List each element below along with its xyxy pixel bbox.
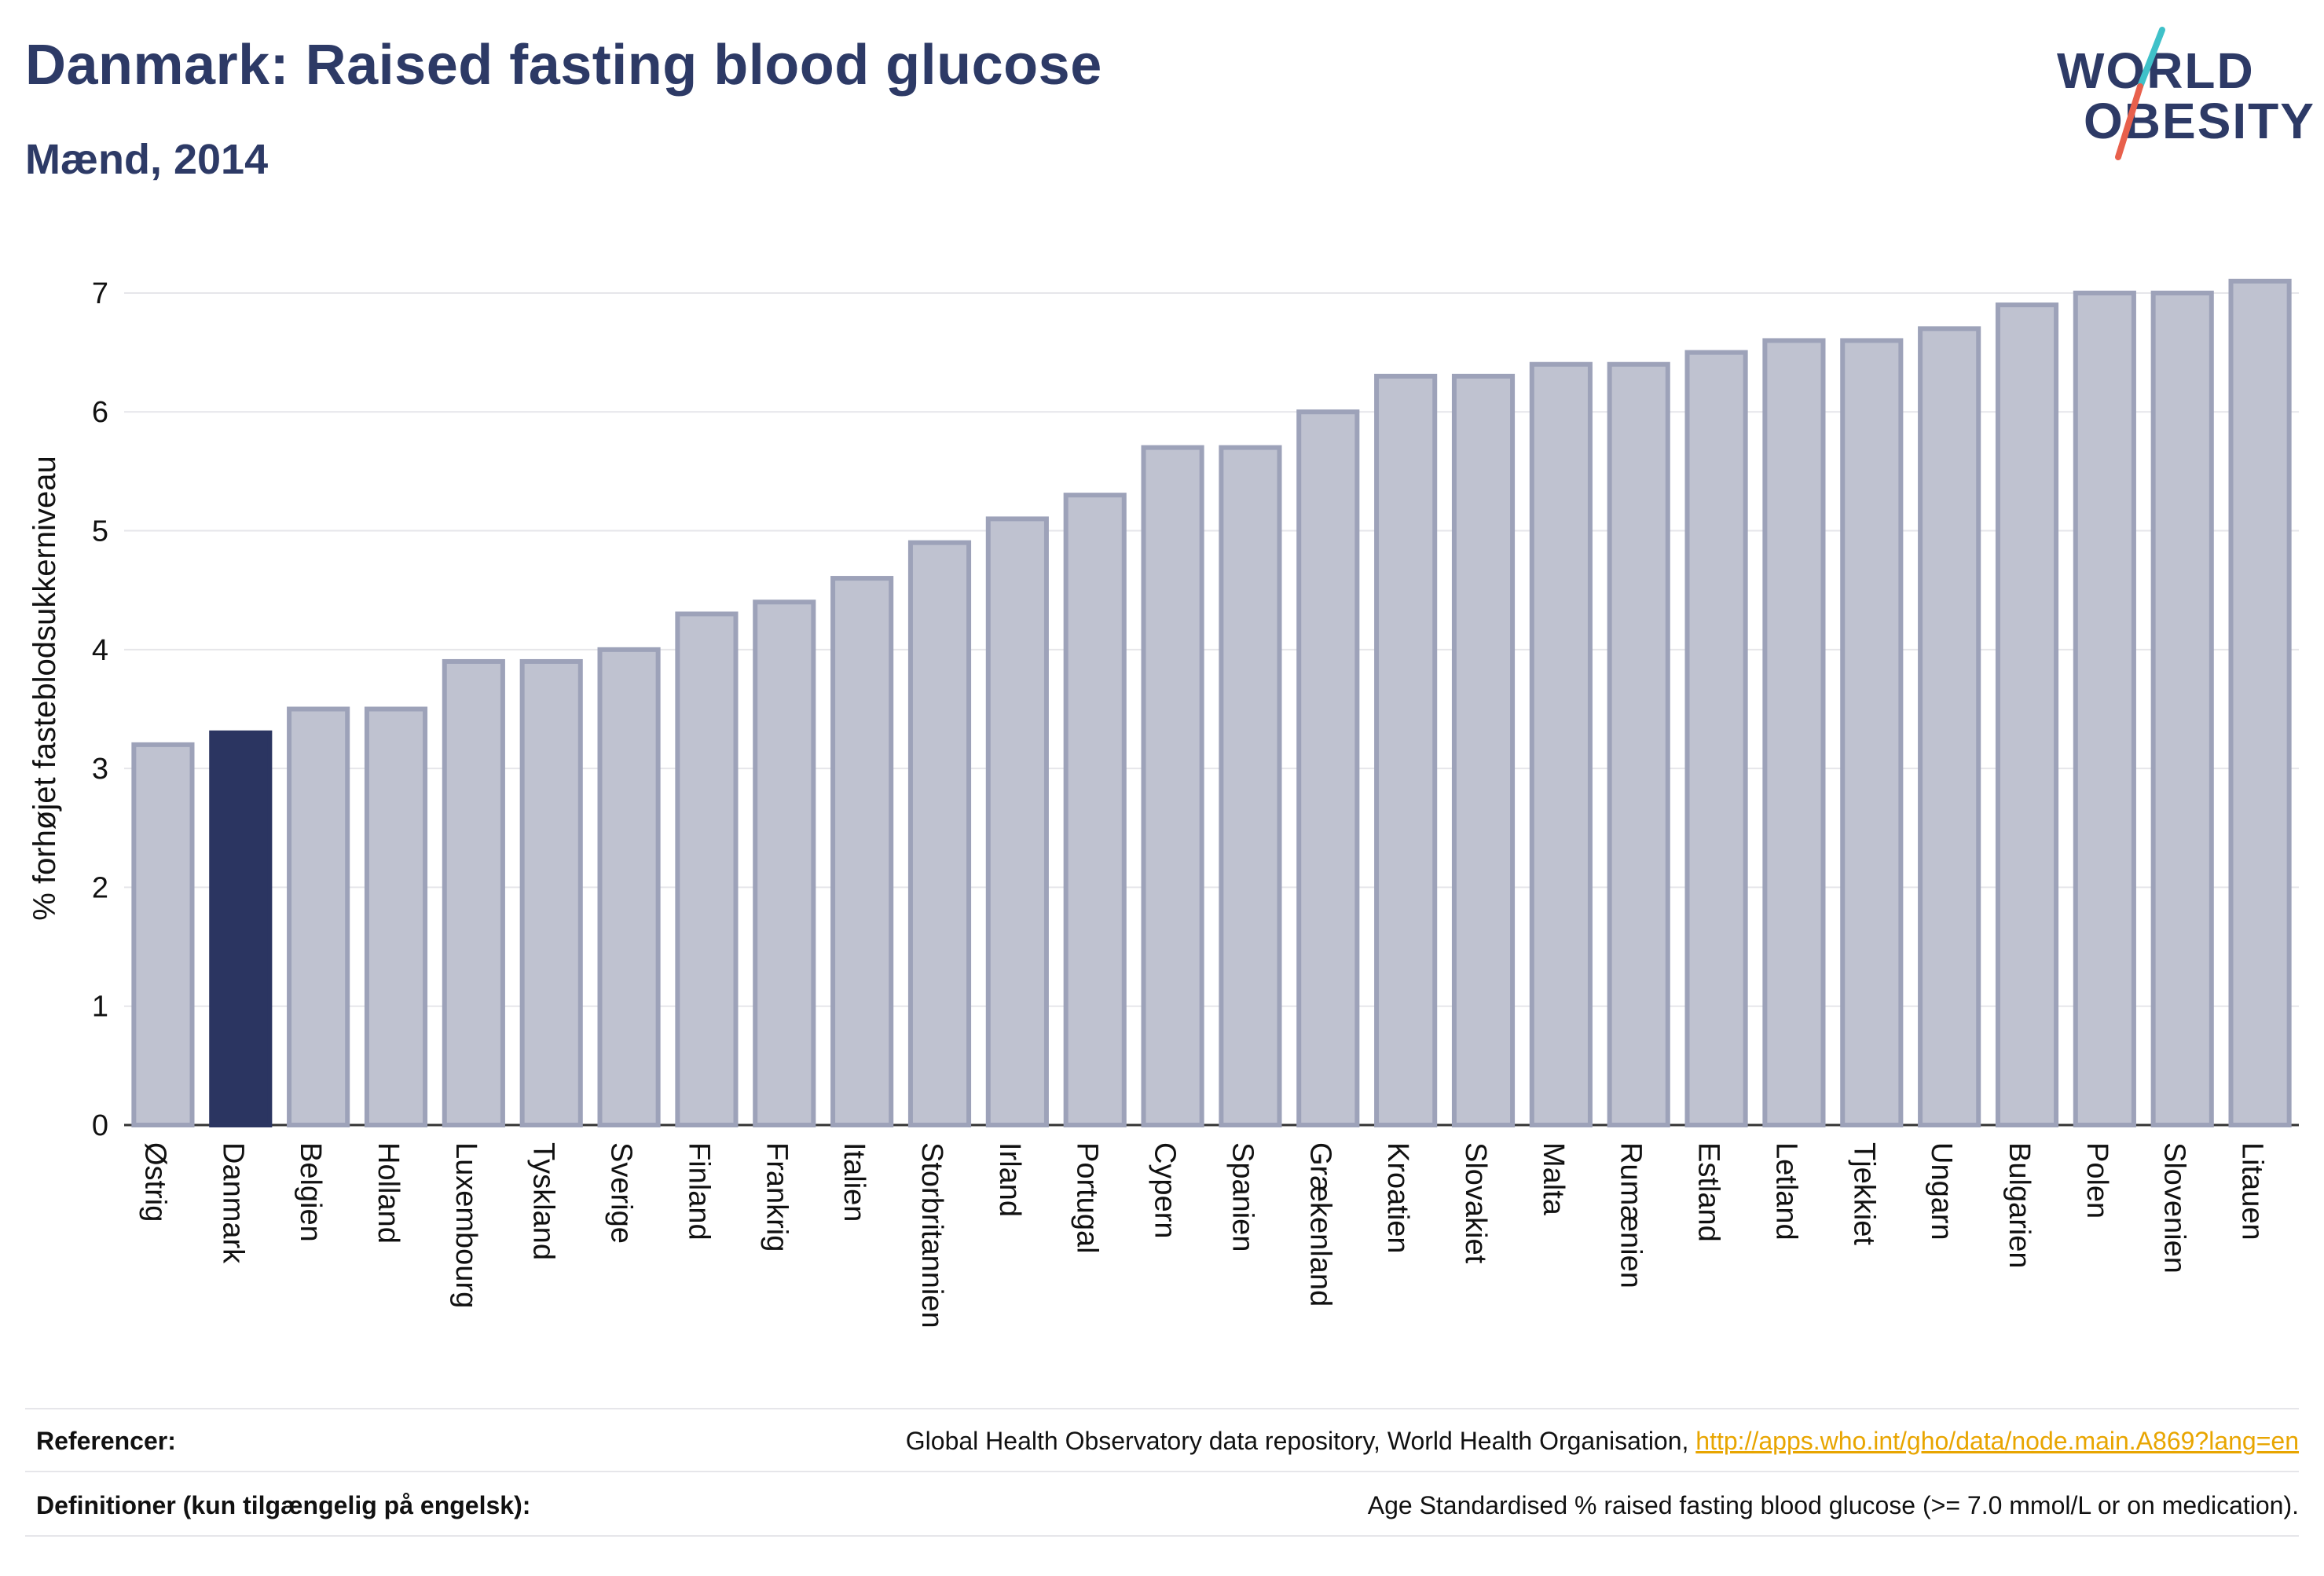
- bar-polen: [2073, 290, 2136, 1127]
- x-tick-label: Østrig: [138, 1142, 171, 1222]
- footer-divider-bottom: [25, 1535, 2299, 1537]
- bar-holland: [364, 706, 428, 1127]
- x-tick-label: Storbritannien: [915, 1142, 948, 1329]
- definitions-value: Age Standardised % raised fasting blood …: [1367, 1491, 2299, 1519]
- x-tick-label: Rumænien: [1615, 1142, 1648, 1288]
- x-tick-label: Danmark: [216, 1142, 249, 1264]
- bar-slovenien: [2150, 290, 2214, 1127]
- x-tick-label: Letland: [1769, 1142, 1802, 1241]
- bar-litauen: [2228, 278, 2292, 1127]
- y-tick-label: 7: [92, 277, 108, 310]
- bar-finland: [675, 611, 739, 1127]
- logo-slash-icon: [2115, 27, 2165, 160]
- bar-rumænien: [1607, 361, 1670, 1127]
- y-tick-label: 0: [92, 1109, 108, 1142]
- y-tick-label: 6: [92, 396, 108, 429]
- y-axis-ticks: 0 1 2 3 4 5 6 7: [92, 277, 108, 1142]
- x-tick-label: Sverige: [605, 1142, 638, 1244]
- definitions-label: Definitioner (kun tilgængelig på engelsk…: [36, 1491, 531, 1519]
- x-tick-label: Tyskland: [527, 1142, 560, 1260]
- bar-frankrig: [753, 599, 816, 1127]
- x-tick-label: Litauen: [2236, 1142, 2269, 1241]
- bar-bulgarien: [1995, 302, 2059, 1127]
- bar-grækenland: [1296, 409, 1360, 1127]
- bars: [131, 278, 2292, 1128]
- x-axis-ticks: Østrig Danmark Belgien Holland Luxembourg Tys…: [138, 1142, 2268, 1329]
- x-tick-label: Finland: [682, 1142, 715, 1241]
- chart-title: Danmark: Raised fasting blood glucose: [25, 34, 1102, 97]
- y-tick-label: 5: [92, 515, 108, 548]
- x-tick-label: Estland: [1692, 1142, 1725, 1242]
- x-tick-label: Belgien: [294, 1142, 327, 1242]
- x-tick-label: Spanien: [1226, 1142, 1259, 1252]
- references-link[interactable]: http://apps.who.int/gho/data/node.main.A…: [1695, 1427, 2299, 1455]
- bar-portugal: [1063, 493, 1127, 1127]
- bar-letland: [1762, 338, 1826, 1128]
- x-tick-label: Tjekkiet: [1847, 1142, 1880, 1245]
- bar-tjekkiet: [1840, 338, 1904, 1128]
- x-tick-label: Irland: [993, 1142, 1026, 1217]
- logo-slash-top: [2137, 27, 2165, 90]
- bar-kroatien: [1374, 373, 1438, 1128]
- references-value: Global Health Observatory data repositor…: [906, 1427, 2299, 1456]
- x-tick-label: Portugal: [1071, 1142, 1104, 1254]
- bar-ungarn: [1918, 326, 1981, 1127]
- bar-østrig: [131, 742, 195, 1127]
- bar-tyskland: [519, 658, 583, 1127]
- y-tick-label: 3: [92, 753, 108, 786]
- y-tick-label: 2: [92, 871, 108, 904]
- y-tick-label: 4: [92, 634, 108, 667]
- x-tick-label: Malta: [1537, 1142, 1570, 1216]
- bar-irland: [985, 516, 1049, 1127]
- world-obesity-logo: WORLD OBESITY: [2043, 24, 2314, 165]
- x-tick-label: Ungarn: [1925, 1142, 1958, 1241]
- bar-chart: 0 1 2 3 4 5 6 7 Østrig Danmark Belgien Holland Luxe…: [27, 277, 2299, 1329]
- bar-danmark: [209, 730, 273, 1127]
- x-tick-label: Slovakiet: [1459, 1142, 1492, 1264]
- bar-italien: [830, 576, 894, 1127]
- references-text: Global Health Observatory data repositor…: [905, 1427, 1696, 1455]
- bar-storbritannien: [907, 540, 972, 1127]
- x-tick-label: Grækenland: [1303, 1142, 1336, 1307]
- logo-slash-bottom: [2115, 83, 2143, 160]
- x-tick-label: Holland: [372, 1142, 405, 1244]
- x-tick-label: Luxembourg: [449, 1142, 482, 1308]
- footer-divider-top: [25, 1408, 2299, 1409]
- x-tick-label: Frankrig: [760, 1142, 793, 1252]
- bar-estland: [1684, 350, 1748, 1127]
- bar-slovakiet: [1451, 373, 1516, 1128]
- references-label: Referencer:: [36, 1427, 176, 1455]
- chart-subtitle: Mænd, 2014: [25, 136, 269, 183]
- x-tick-label: Cypern: [1149, 1142, 1182, 1239]
- bar-malta: [1529, 361, 1593, 1127]
- x-tick-label: Kroatien: [1381, 1142, 1414, 1254]
- y-tick-label: 1: [92, 991, 108, 1024]
- bar-spanien: [1219, 445, 1282, 1127]
- bar-sverige: [597, 647, 661, 1127]
- bar-luxembourg: [442, 658, 505, 1127]
- footer-divider-middle: [25, 1471, 2299, 1472]
- bar-belgien: [287, 706, 350, 1127]
- x-tick-label: Italien: [838, 1142, 871, 1222]
- y-axis-label: % forhøjet fasteblodsukkerniveau: [27, 456, 62, 920]
- bar-cypern: [1141, 445, 1204, 1127]
- x-tick-label: Polen: [2080, 1142, 2113, 1219]
- x-tick-label: Bulgarien: [2003, 1142, 2036, 1269]
- x-tick-label: Slovenien: [2158, 1142, 2191, 1274]
